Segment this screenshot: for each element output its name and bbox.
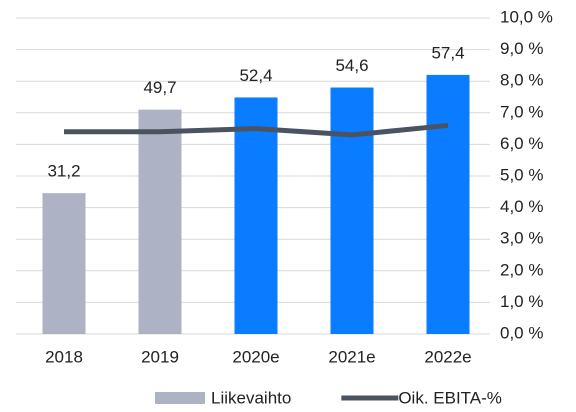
data-label: 31,2 [47,162,80,181]
y2-tick-label: 5,0 % [500,165,543,184]
x-tick-label: 2021e [328,347,375,366]
y2-tick-label: 4,0 % [500,197,543,216]
y2-tick-label: 9,0 % [500,39,543,58]
data-label: 49,7 [143,78,176,97]
bar [42,193,86,334]
data-label: 52,4 [239,66,272,85]
x-tick-label: 2018 [45,347,83,366]
y2-tick-label: 0,0 % [500,323,543,342]
legend-swatch [155,392,205,404]
bar [426,74,470,334]
x-tick-label: 2020e [232,347,279,366]
bar [330,87,374,335]
y2-tick-label: 7,0 % [500,102,543,121]
bar [234,97,278,334]
y2-tick-label: 2,0 % [500,260,543,279]
legend-label: Oik. EBITA-% [398,388,502,407]
y2-tick-label: 6,0 % [500,134,543,153]
data-label: 57,4 [431,43,464,62]
y2-tick-label: 8,0 % [500,71,543,90]
legend-label: Liikevaihto [211,388,291,407]
y2-tick-label: 3,0 % [500,229,543,248]
y2-tick-label: 10,0 % [500,7,553,26]
line [64,122,449,138]
data-label: 54,6 [335,56,368,75]
y2-tick-label: 1,0 % [500,292,543,311]
x-tick-label: 2022e [424,347,471,366]
bar [138,109,182,334]
x-tick-label: 2019 [141,347,179,366]
